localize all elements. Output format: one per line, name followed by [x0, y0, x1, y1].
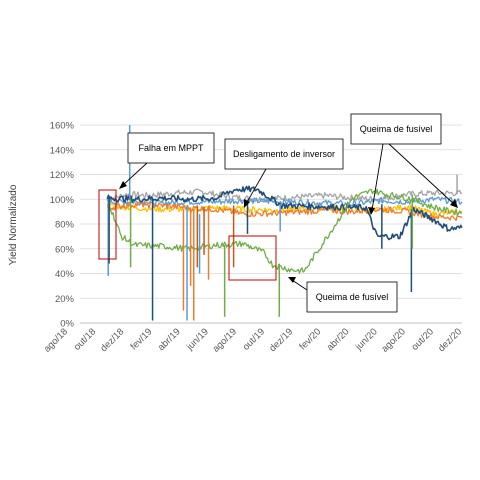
y-tick-label: 80% — [55, 220, 75, 231]
y-tick-label: 20% — [55, 294, 75, 305]
annotation-queima-fusivel-bottom: Queima de fusível — [306, 281, 398, 313]
series-group — [106, 185, 463, 274]
x-tick-label: fev/20 — [297, 326, 323, 352]
highlight-box-fuse — [228, 235, 277, 281]
annotation-falha-mppt: Falha em MPPT — [127, 132, 215, 164]
arrow-fuse-top-left — [371, 143, 384, 211]
arrow-mppt — [121, 162, 148, 187]
x-tick-label: ago/20 — [380, 326, 408, 354]
x-tick-label: dez/20 — [436, 326, 464, 354]
annotation-desligamento: Desligamento de inversor — [224, 138, 344, 170]
annotation-falha-mppt-text: Falha em MPPT — [138, 143, 204, 153]
y-tick-label: 60% — [55, 244, 75, 255]
x-tick-label: jun/20 — [353, 326, 380, 353]
y-tick-label: 100% — [50, 195, 75, 206]
arrow-fuse-bottom-head — [288, 277, 296, 283]
annotation-desligamento-text: Desligamento de inversor — [233, 149, 335, 159]
y-tick-label: 140% — [50, 145, 75, 156]
annotation-queima-bottom-text: Queima de fusível — [316, 292, 389, 302]
y-axis-ticks: 0% 20% 40% 60% 80% 100% 120% 140% 160% — [50, 121, 75, 330]
series-line — [106, 196, 463, 208]
x-tick-label: fev/19 — [128, 326, 154, 352]
y-tick-label: 160% — [50, 121, 75, 132]
series-line — [106, 188, 463, 274]
annotation-queima-top-text: Queima de fusível — [360, 124, 433, 134]
annotation-queima-fusivel-top: Queima de fusível — [350, 113, 442, 145]
y-tick-label: 120% — [50, 170, 75, 181]
y-axis-label: Yield Normalizado — [8, 184, 19, 265]
x-tick-label: dez/19 — [267, 326, 295, 354]
x-tick-label: jun/19 — [184, 326, 211, 353]
y-tick-label: 0% — [60, 319, 74, 330]
x-axis-ticks: ago/18 out/18 dez/18 fev/19 abr/19 jun/19 ago/… — [42, 326, 464, 354]
x-tick-label: out/19 — [241, 326, 267, 352]
arrow-mppt-head — [119, 181, 127, 189]
arrow-fuse-top-right-head — [450, 199, 458, 208]
x-tick-label: abr/19 — [156, 326, 183, 353]
highlight-box-mppt — [98, 189, 117, 260]
x-tick-label: out/18 — [72, 326, 98, 352]
series-line — [106, 188, 463, 203]
spikes-group — [107, 125, 458, 321]
annotation-arrows — [119, 143, 458, 291]
series-line — [106, 185, 463, 241]
y-tick-label: 40% — [55, 269, 75, 280]
x-tick-label: ago/19 — [211, 326, 239, 354]
arrow-desligamento-head — [244, 199, 250, 208]
x-tick-label: out/20 — [410, 326, 436, 352]
arrow-desligamento — [245, 168, 267, 205]
x-tick-label: abr/20 — [325, 326, 352, 353]
arrow-fuse-top-right — [388, 143, 456, 206]
series-line — [106, 201, 463, 222]
arrow-fuse-bottom — [291, 279, 308, 291]
x-tick-label: ago/18 — [42, 326, 70, 354]
x-tick-label: dez/18 — [98, 326, 126, 354]
arrow-fuse-top-left-head — [368, 207, 375, 215]
